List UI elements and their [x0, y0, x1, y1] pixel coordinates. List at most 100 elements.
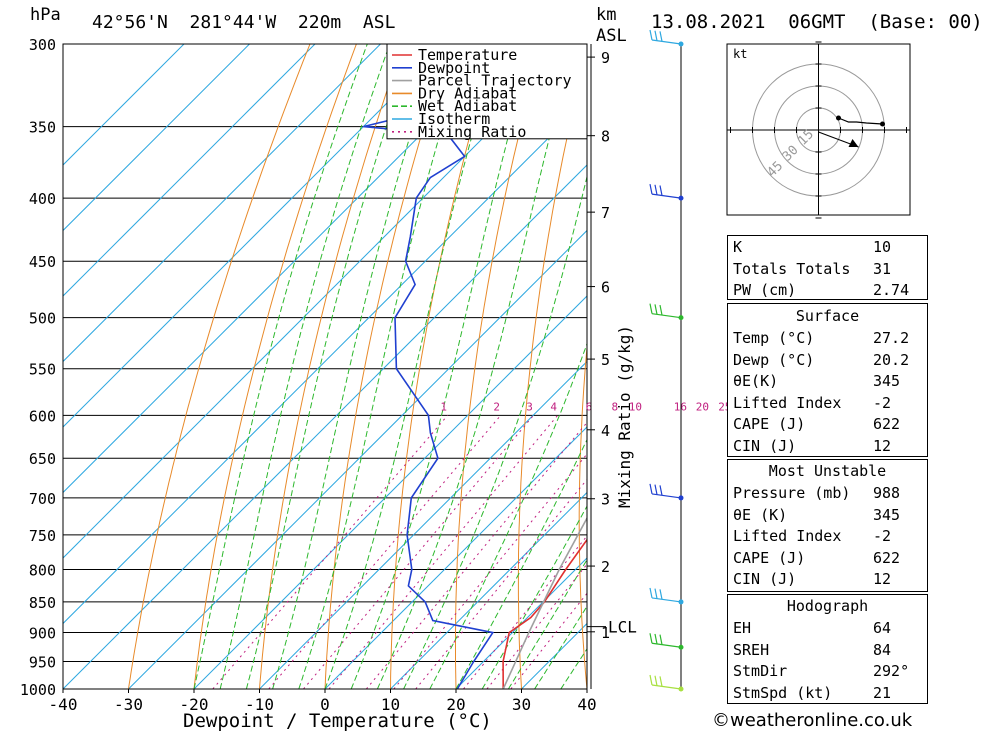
row-label: Lifted Index — [733, 526, 841, 547]
isotherm-line — [63, 44, 708, 689]
mixing-ratio-label: 2 — [493, 400, 500, 413]
hodograph-unit: kt — [733, 47, 747, 61]
wind-barb — [650, 484, 681, 498]
legend-label: Mixing Ratio — [418, 123, 526, 141]
km-tick-label: 2 — [601, 558, 610, 576]
asl-label: ASL — [596, 26, 627, 46]
isotherm-line — [0, 44, 381, 689]
table-row: Dewp (°C)20.2 — [728, 350, 927, 371]
pressure-tick-label: 650 — [29, 450, 56, 468]
lcl-label: LCL — [608, 618, 637, 637]
table-row: CAPE (J) 622 — [728, 414, 927, 435]
pressure-tick-label: 300 — [29, 36, 56, 54]
table-row: Pressure (mb) 988 — [728, 483, 927, 504]
km-tick-label: 9 — [601, 49, 610, 67]
pressure-tick-label: 900 — [29, 625, 56, 643]
km-tick-label: 5 — [601, 351, 610, 369]
mixing-ratio-axis-label: Mixing Ratio (g/kg) — [615, 325, 634, 508]
dry-adiabat-line — [518, 44, 588, 689]
row-label: Dewp (°C) — [733, 350, 814, 371]
location-title: 42°56'N 281°44'W 220m ASL — [92, 12, 396, 33]
km-tick-label: 3 — [601, 491, 610, 509]
wind-barb — [650, 675, 681, 689]
mixing-ratio-label: 1 — [440, 400, 447, 413]
row-value: 21 — [873, 683, 891, 704]
x-tick-label: 30 — [512, 695, 531, 714]
dry-adiabat-line — [129, 44, 311, 689]
parcel-trajectory-line — [503, 149, 711, 689]
table-row: θE(K)345 — [728, 371, 927, 392]
pressure-tick-label: 450 — [29, 253, 56, 271]
row-value: 622 — [873, 414, 900, 435]
row-label: Lifted Index — [733, 393, 841, 414]
row-label: StmDir — [733, 661, 787, 682]
wind-barb — [650, 184, 681, 198]
row-label: SREH — [733, 640, 769, 661]
row-value: 31 — [873, 259, 891, 280]
table-row: Lifted Index -2 — [728, 526, 927, 547]
row-value: -2 — [873, 393, 891, 414]
pressure-tick-label: 400 — [29, 190, 56, 208]
row-value: 988 — [873, 483, 900, 504]
row-label: Temp (°C) — [733, 328, 814, 349]
row-label: θE (K) — [733, 505, 787, 526]
row-label: Pressure (mb) — [733, 483, 850, 504]
hodograph-title: Hodograph — [728, 596, 927, 617]
km-label: km — [596, 5, 616, 25]
wind-barb — [650, 304, 681, 318]
isotherm-line — [0, 44, 446, 689]
footer-credit[interactable]: ©weatheronline.co.uk — [712, 710, 912, 731]
pressure-tick-label: 550 — [29, 361, 56, 379]
table-row: CIN (J)12 — [728, 569, 927, 590]
wind-barb — [650, 588, 681, 602]
row-value: 345 — [873, 371, 900, 392]
x-tick-label: -30 — [114, 695, 143, 714]
mixing-ratio-line — [269, 415, 501, 689]
row-value: -2 — [873, 526, 891, 547]
row-value: 345 — [873, 505, 900, 526]
mixing-ratio-label: 4 — [550, 400, 557, 413]
table-row: Temp (°C) 27.2 — [728, 328, 927, 349]
pressure-tick-label: 500 — [29, 310, 56, 328]
row-label: CIN (J) — [733, 569, 796, 590]
dry-adiabat-line — [958, 44, 1000, 689]
km-tick-label: 7 — [601, 204, 610, 222]
row-label: CAPE (J) — [733, 548, 805, 569]
pressure-tick-label: 850 — [29, 594, 56, 612]
pressure-tick-label: 750 — [29, 527, 56, 545]
x-tick-label: 40 — [577, 695, 596, 714]
row-value: 10 — [873, 237, 891, 258]
pressure-tick-label: 700 — [29, 490, 56, 508]
row-value: 292° — [873, 661, 909, 682]
mixing-ratio-line — [329, 415, 558, 689]
row-value: 64 — [873, 618, 891, 639]
mixing-ratio-label: 16 — [674, 400, 687, 413]
unstable-title: Most Unstable — [728, 461, 927, 482]
row-value: 27.2 — [873, 328, 909, 349]
datetime-title: 13.08.2021 06GMT (Base: 00) — [651, 11, 983, 33]
dry-adiabat-line — [695, 44, 728, 689]
row-label: EH — [733, 618, 751, 639]
mixing-ratio-label: 20 — [696, 400, 709, 413]
dry-adiabat-line — [638, 44, 681, 689]
table-row: StmDir 292° — [728, 661, 927, 682]
pressure-tick-label: 800 — [29, 561, 56, 579]
km-tick-label: 8 — [601, 128, 610, 146]
table-row: EH 64 — [728, 618, 927, 639]
x-axis-label: Dewpoint / Temperature (°C) — [183, 710, 492, 732]
row-label: CAPE (J) — [733, 414, 805, 435]
row-value: 2.74 — [873, 280, 909, 301]
table-row: CIN (J)12 — [728, 436, 927, 457]
km-tick-label: 4 — [601, 422, 610, 440]
table-row: PW (cm)2.74 — [728, 280, 927, 301]
pressure-tick-label: 950 — [29, 654, 56, 672]
table-row: CAPE (J)622 — [728, 548, 927, 569]
